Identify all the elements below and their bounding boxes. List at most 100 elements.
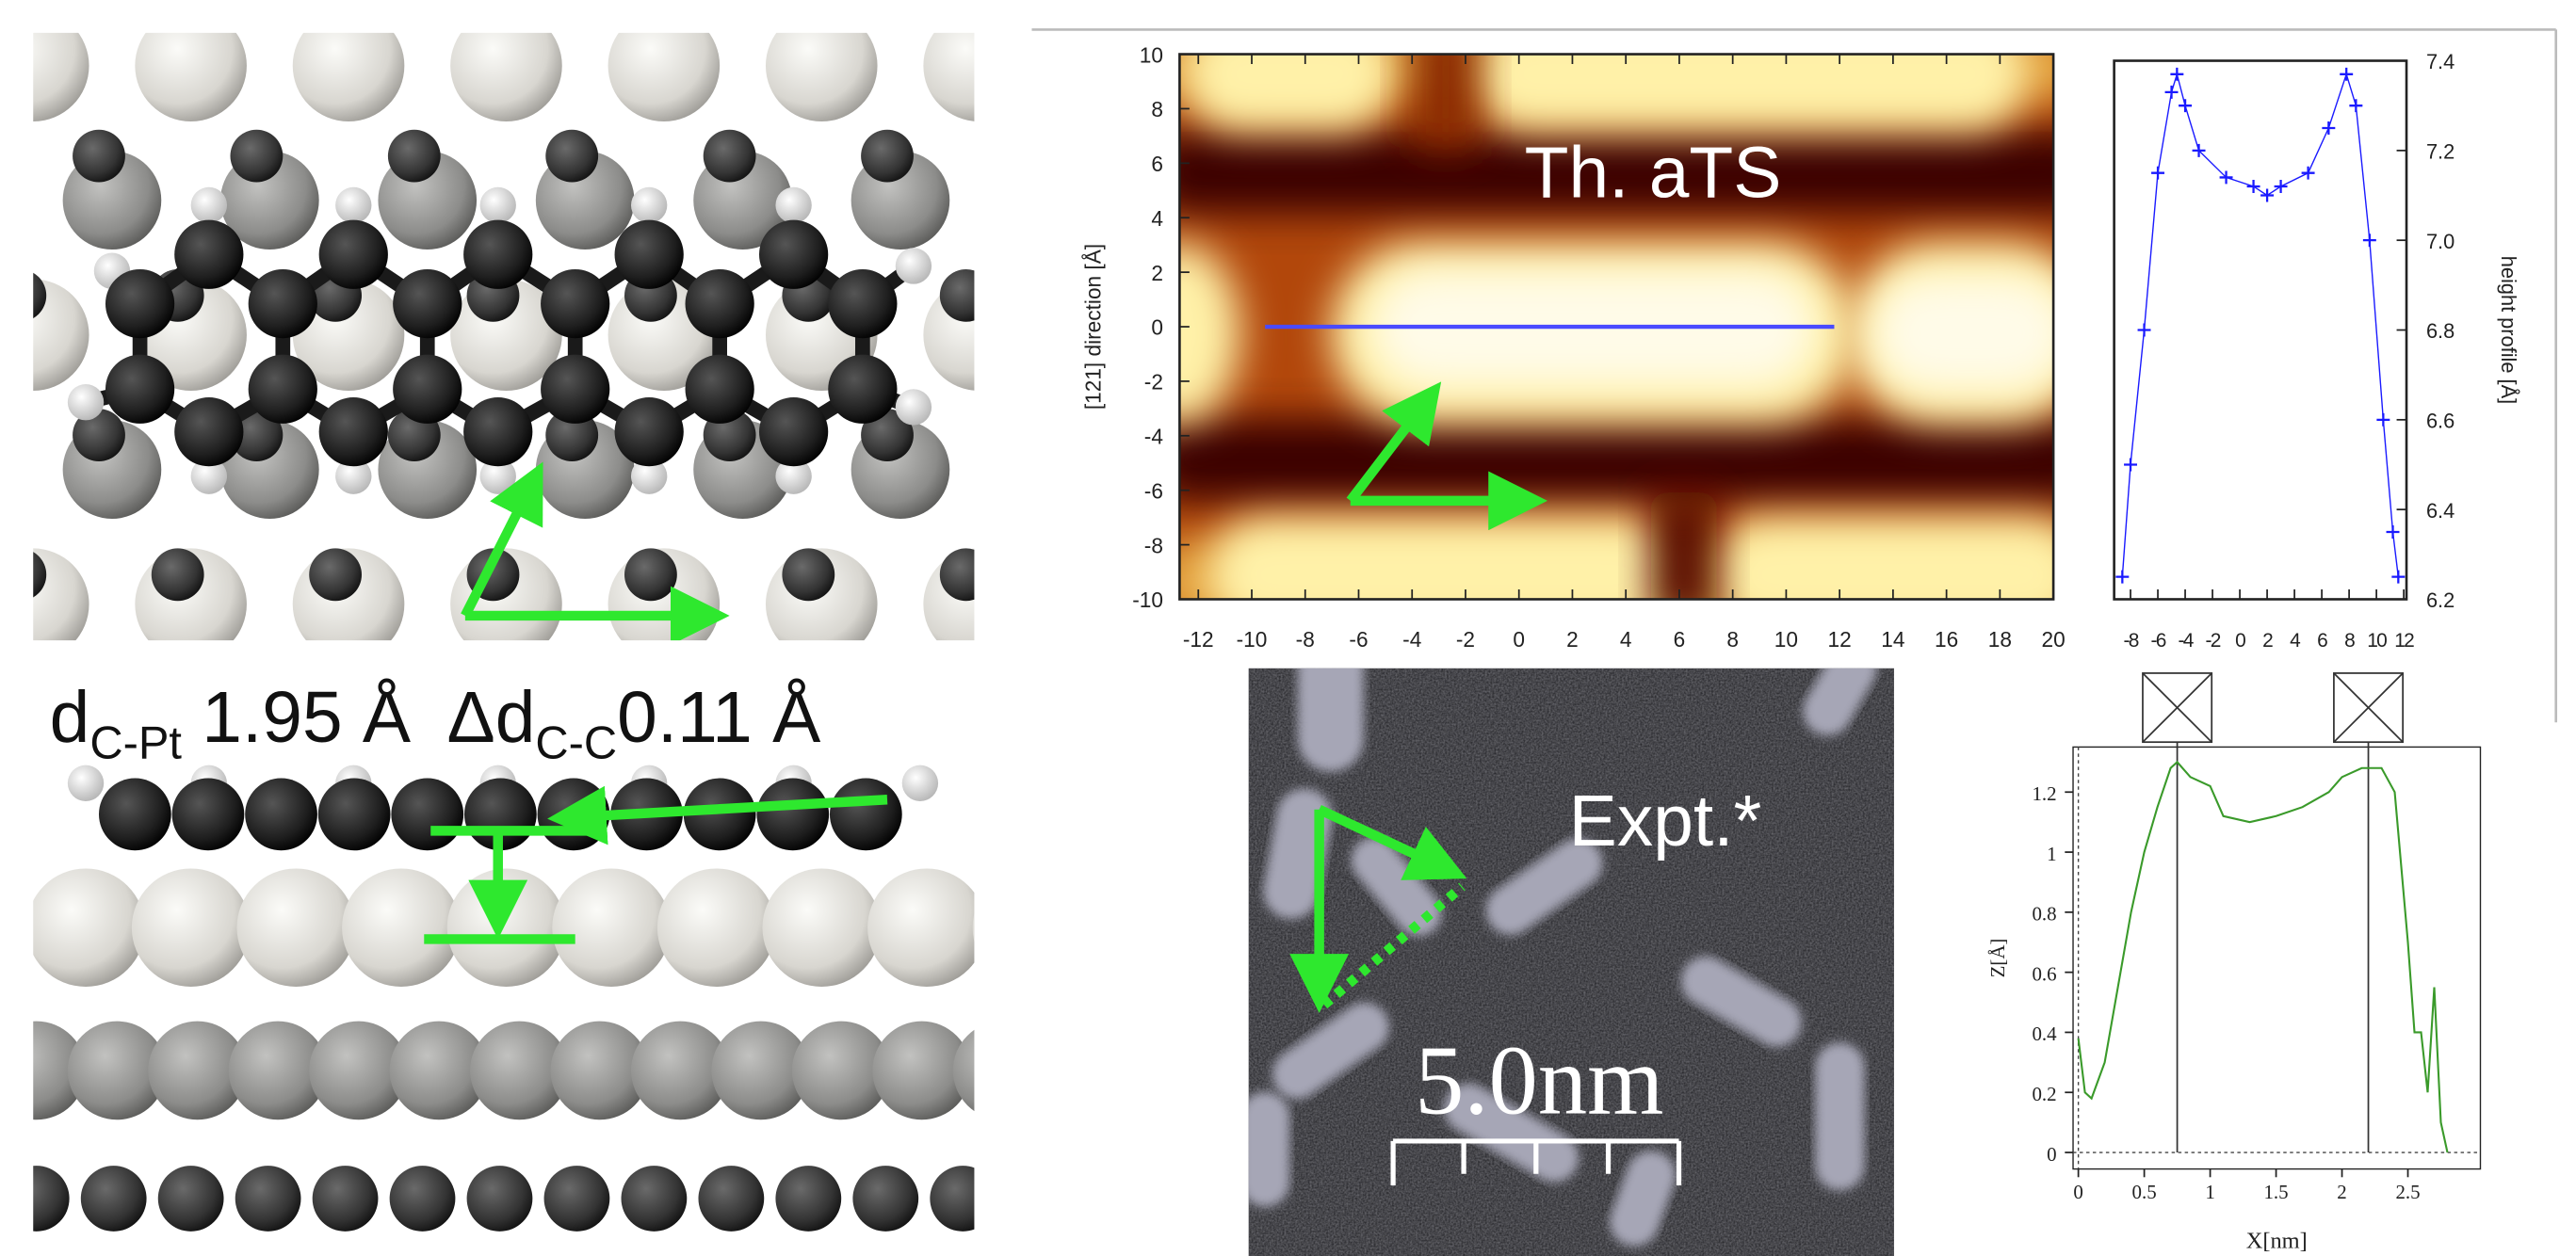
y-tick-label: 2 (1151, 261, 1163, 285)
x-tick-label: -6 (2150, 630, 2165, 652)
x-tick-label: -10 (1237, 627, 1268, 652)
figure: dC-Pt 1.95 ÅΔdC-C0.11 ÅTh. aTS-12-10-8-6… (0, 0, 2576, 1256)
x-tick-label: -8 (1296, 627, 1315, 652)
x-tick-label: 4 (2290, 630, 2301, 652)
c-atom (686, 355, 754, 424)
heat-blob (1207, 517, 1684, 632)
y-tick-label: 6.2 (2426, 588, 2454, 612)
x-tick-label: -2 (1456, 627, 1475, 652)
heat-blob (1709, 517, 2086, 632)
point-marker (2302, 167, 2315, 180)
x-tick-label: -12 (1183, 627, 1214, 652)
pt-atom (657, 868, 776, 987)
c-atom (172, 779, 245, 851)
c-atom (105, 355, 174, 424)
x-tick-label: 2 (1566, 627, 1579, 652)
h-atom (191, 187, 227, 223)
y-tick-label: -2 (1144, 370, 1163, 395)
point-marker (2275, 180, 2288, 193)
label-part: Δd (446, 678, 535, 758)
pt-atom-deep (624, 548, 677, 601)
pt-atom-deep (230, 130, 283, 183)
x-tick-label: -8 (2123, 630, 2138, 652)
pt-atom-deep (390, 1166, 456, 1232)
pt-atom (236, 868, 355, 987)
pt-atom-deep (1019, 130, 1072, 183)
y-tick-label: -10 (1132, 588, 1163, 612)
x-tick-label: 0 (2235, 630, 2245, 652)
c-atom (756, 779, 829, 851)
x-tick-label: 0.5 (2132, 1181, 2157, 1203)
x-tick-label: 2 (2337, 1181, 2346, 1203)
point-marker (2115, 571, 2129, 584)
pt-atom (1009, 420, 1108, 519)
x-tick-label: -4 (2178, 630, 2194, 652)
c-atom (174, 397, 243, 466)
scale-bar-label: 5.0nm (1415, 1025, 1663, 1135)
y-tick-label: -8 (1144, 533, 1163, 557)
pt-atom (867, 868, 986, 987)
h-atom (631, 187, 667, 223)
x-tick-label: 16 (1935, 627, 1958, 652)
pt-atom-deep (544, 1166, 610, 1232)
h-atom (68, 384, 104, 420)
point-marker (2376, 413, 2390, 427)
pt-atom (923, 9, 1035, 121)
c-atom (393, 269, 462, 338)
pt-atom-deep (930, 1166, 996, 1232)
x-tick-label: 20 (2042, 627, 2066, 652)
pt-atom (0, 151, 4, 250)
x-tick-label: 2 (2262, 630, 2273, 652)
y-tick-label: 6.8 (2426, 319, 2454, 343)
c-atom (828, 269, 897, 338)
c-atom (541, 269, 609, 338)
plot-frame (2114, 61, 2406, 600)
pt-atom-deep (73, 130, 125, 183)
c-atom (828, 355, 897, 424)
c-atom (759, 397, 828, 466)
pt-atom-deep (704, 130, 756, 183)
pt-atom (26, 868, 145, 987)
pt-atom-deep (698, 1166, 764, 1232)
pt-atom-deep (852, 1166, 918, 1232)
profile-curve (2079, 762, 2448, 1152)
c-atom (393, 355, 462, 424)
c-atom (249, 269, 317, 338)
pt-atom-deep (235, 1166, 301, 1232)
x-tick-label: -6 (1349, 627, 1368, 652)
heat-blob (1651, 492, 1717, 624)
point-marker (2260, 189, 2274, 202)
point-marker (2387, 525, 2400, 539)
x-tick-label: 1 (2205, 1181, 2214, 1203)
label-part: 1.95 Å (182, 678, 412, 758)
pt-atom (132, 868, 251, 987)
pt-atom (1009, 151, 1108, 250)
heat-blob (1150, 419, 2102, 501)
c-atom (318, 779, 391, 851)
y-tick-label: -6 (1144, 478, 1163, 503)
point-marker (2151, 167, 2164, 180)
pt-atom-deep (81, 1166, 147, 1232)
pt-atom-mid (953, 1022, 1052, 1120)
x-tick-label: 8 (2344, 630, 2355, 652)
x-tick-label: 14 (1881, 627, 1904, 652)
y-tick-label: 7.0 (2426, 230, 2454, 253)
h-atom (68, 765, 104, 801)
y-axis-label: height profile [Å] (2497, 256, 2520, 404)
pt-atom-deep (545, 130, 598, 183)
heat-blob (1470, 16, 2029, 131)
pt-atom (923, 548, 1035, 660)
page: { "left_panel": {"label": {"d": "d", "d_… (0, 0, 2576, 1256)
molecule-blob (1815, 1042, 1864, 1190)
x-tick-label: 6 (1674, 627, 1686, 652)
y-tick-label: 0 (2047, 1143, 2056, 1166)
x-tick-label: -2 (2206, 630, 2221, 652)
c-atom (319, 220, 388, 289)
pt-atom (608, 9, 721, 121)
annotation: Th. aTS (1525, 133, 1782, 213)
pt-atom (447, 868, 566, 987)
c-atom (615, 220, 684, 289)
point-marker (2247, 180, 2260, 193)
